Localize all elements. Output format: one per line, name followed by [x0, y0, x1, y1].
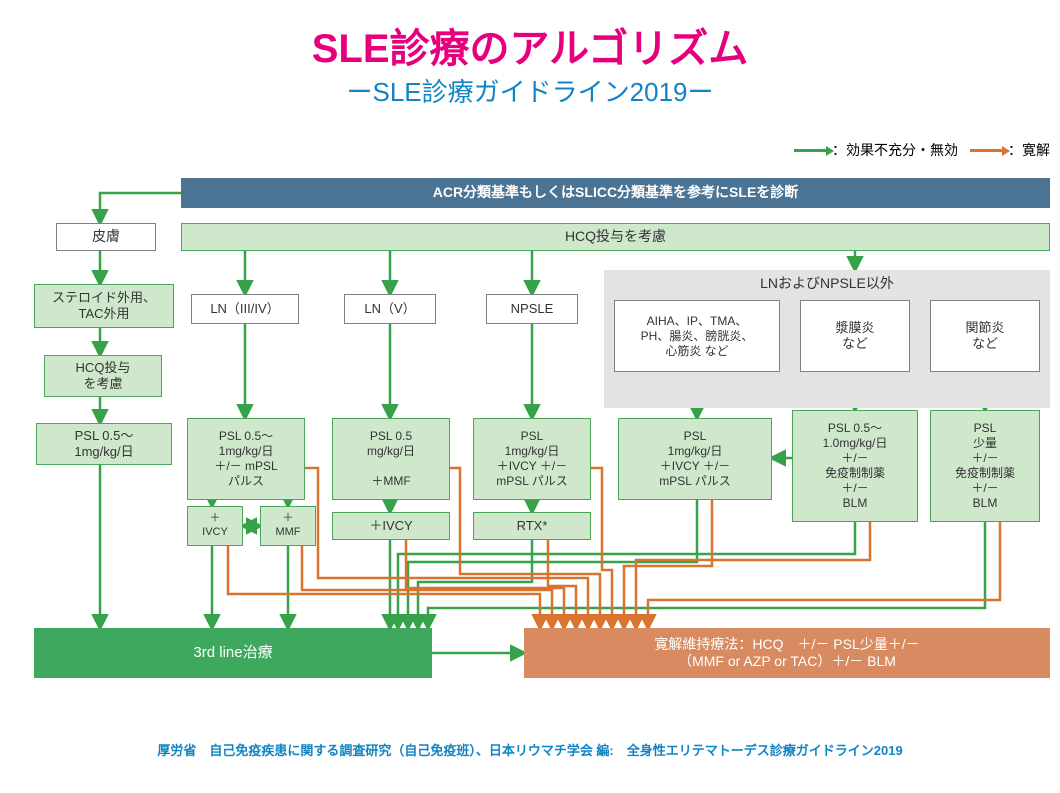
node-arthritis: 関節炎 など [930, 300, 1040, 372]
node-serositis: 漿膜炎 など [800, 300, 910, 372]
node-tx_arth: PSL 少量 ＋/－ 免疫制制薬 ＋/－ BLM [930, 410, 1040, 522]
node-psl_skin: PSL 0.5～ 1mg/kg/日 [36, 423, 172, 465]
node-tx_aiha: PSL 1mg/kg/日 ＋IVCY ＋/－ mPSL パルス [618, 418, 772, 500]
node-steroid_tac: ステロイド外用、 TAC外用 [34, 284, 174, 328]
main-title: SLE診療のアルゴリズム [0, 16, 1060, 74]
legend-swatch-orange [970, 149, 1004, 152]
node-tx_npsle: PSL 1mg/kg/日 ＋IVCY ＋/－ mPSL パルス [473, 418, 591, 500]
node-maintenance: 寛解維持療法：HCQ ＋/－ PSL少量＋/－ （MMF or AZP or T… [524, 628, 1050, 678]
node-rtx: RTX* [473, 512, 591, 540]
node-hcq_bar: HCQ投与を考慮 [181, 223, 1050, 251]
node-ln5: LN（V） [344, 294, 436, 324]
footer-citation: 厚労省 自己免疫疾患に関する調査研究（自己免疫班）、日本リウマチ学会 編: 全身… [0, 740, 1060, 759]
node-aiha: AIHA、IP、TMA、 PH、腸炎、膀胱炎、 心筋炎 など [614, 300, 780, 372]
node-add_ivcy_ln5: ＋IVCY [332, 512, 450, 540]
node-npsle: NPSLE [486, 294, 578, 324]
node-add_mmf: ＋ MMF [260, 506, 316, 546]
node-other_title: LNおよびNPSLE以外 [604, 274, 1050, 294]
node-ln34: LN（III/IV） [191, 294, 299, 324]
sub-title: ーSLE診療ガイドライン2019ー [0, 72, 1060, 109]
node-third_line: 3rd line治療 [34, 628, 432, 678]
node-header: ACR分類基準もしくはSLICC分類基準を参考にSLEを診断 [181, 178, 1050, 208]
node-tx_ln5: PSL 0.5 mg/kg/日 ＋MMF [332, 418, 450, 500]
node-hcq_skin: HCQ投与 を考慮 [44, 355, 162, 397]
diagram-canvas: SLE診療のアルゴリズム ーSLE診療ガイドライン2019ー ：効果不充分・無効… [0, 0, 1060, 793]
legend: ：効果不充分・無効 ：寛解 [0, 142, 1050, 160]
legend-orange-label: ：寛解 [1008, 142, 1050, 160]
node-tx_ln34: PSL 0.5～ 1mg/kg/日 ＋/－ mPSL パルス [187, 418, 305, 500]
node-tx_sero: PSL 0.5～ 1.0mg/kg/日 ＋/－ 免疫制制薬 ＋/－ BLM [792, 410, 918, 522]
node-skin: 皮膚 [56, 223, 156, 251]
legend-swatch-green [794, 149, 828, 152]
node-add_ivcy: ＋ IVCY [187, 506, 243, 546]
legend-green-label: ：効果不充分・無効 [832, 142, 958, 160]
